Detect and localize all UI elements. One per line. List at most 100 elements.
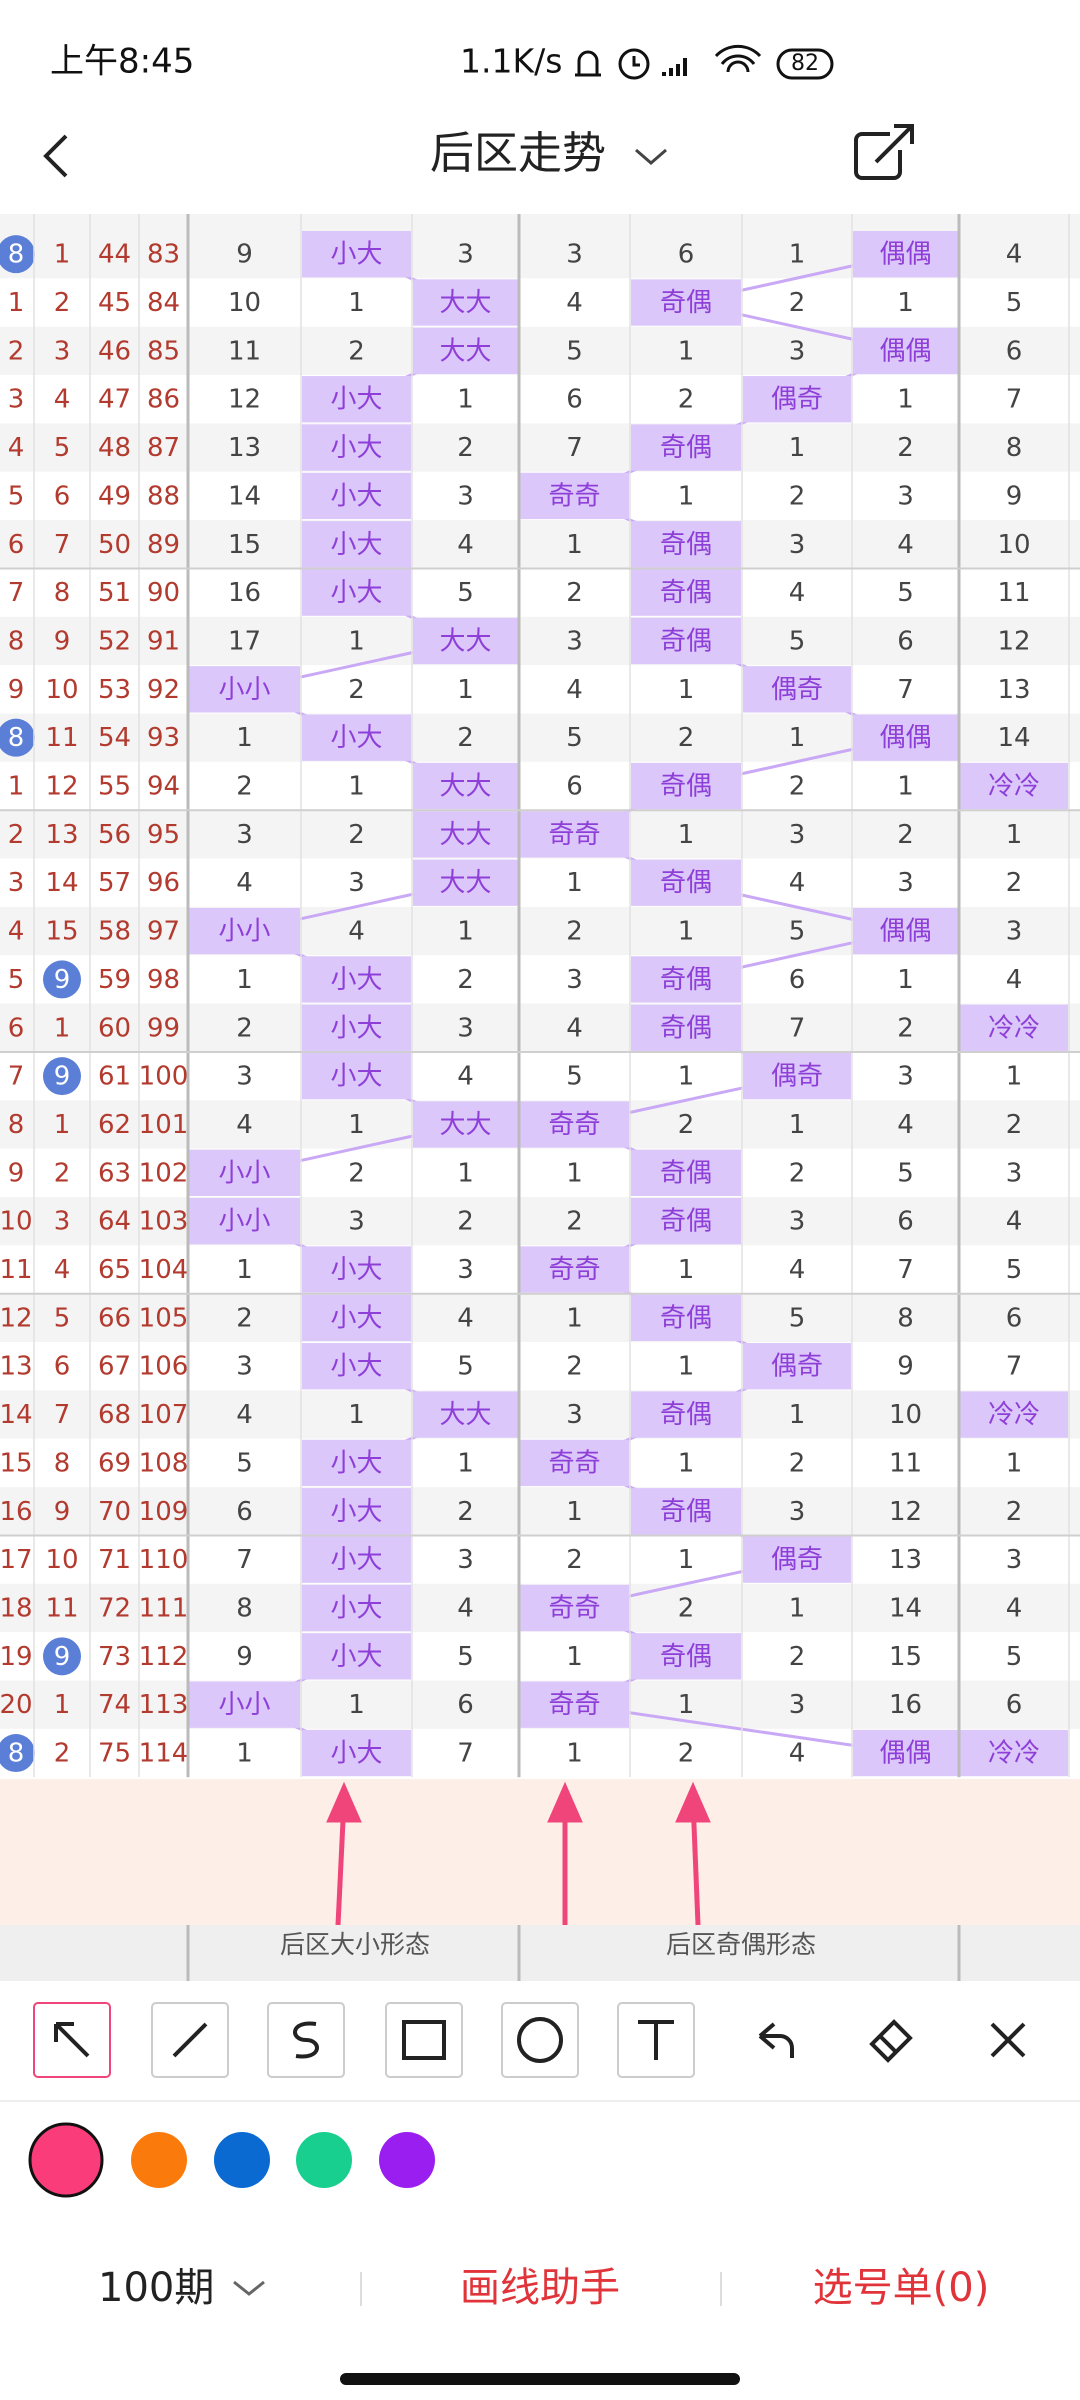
cell-text: 1: [54, 240, 71, 270]
cell-text: 2: [54, 1158, 71, 1188]
highlight-cell: [302, 1536, 411, 1583]
cell-text: 13: [889, 1545, 922, 1575]
highlight-cell: [631, 424, 741, 471]
cell-text: 51: [98, 578, 131, 608]
cell-text: 5: [789, 626, 806, 656]
cell-text: 2: [457, 433, 474, 463]
cell-text: 6: [678, 240, 695, 270]
tool-rect[interactable]: [385, 2002, 463, 2078]
cell-text: 71: [98, 1545, 131, 1575]
annotation-area: [0, 1779, 1080, 1925]
title-dropdown[interactable]: [635, 148, 667, 165]
cell-text: 113: [139, 1690, 189, 1720]
cell-text: 68: [98, 1400, 131, 1430]
cell-text: 2: [348, 820, 365, 850]
highlight-cell: [520, 811, 629, 858]
highlight-cell: [743, 376, 851, 423]
color-purple[interactable]: [379, 2132, 435, 2188]
tool-curve[interactable]: [267, 2002, 345, 2078]
cell-text: 3: [789, 530, 806, 560]
cell-text: 49: [98, 481, 131, 511]
cell-text: 62: [98, 1110, 131, 1140]
cell-text: 1: [566, 1303, 583, 1333]
ball-marker: [43, 1637, 81, 1676]
color-green[interactable]: [296, 2132, 352, 2188]
cell-text: 9: [8, 675, 25, 705]
cell-text: 48: [98, 433, 131, 463]
cell-text: 3: [457, 1255, 474, 1285]
cell-text: 大大: [439, 336, 491, 366]
row-bg: [0, 1148, 1080, 1197]
cell-text: 106: [139, 1352, 189, 1382]
cell-text: 5: [789, 1303, 806, 1333]
cell-text: 14: [0, 1400, 33, 1430]
cell-text: 1: [566, 868, 583, 898]
ball-marker: [0, 1734, 35, 1773]
cell-text: 17: [0, 1545, 33, 1575]
cell-text: 1: [678, 1352, 695, 1382]
period-selector[interactable]: 100期: [98, 2265, 214, 2311]
tool-close[interactable]: [990, 2022, 1026, 2058]
cell-text: 2: [457, 1497, 474, 1527]
cell-text: 7: [54, 1400, 71, 1430]
cell-text: 1: [348, 772, 365, 802]
cell-text: 小大: [330, 1303, 382, 1333]
cell-text: 105: [139, 1303, 189, 1333]
back-button[interactable]: [43, 134, 68, 178]
cell-text: 4: [457, 1303, 474, 1333]
highlight-cell: [413, 811, 518, 858]
cell-text: 84: [147, 288, 180, 318]
status-time: 上午8:45: [50, 42, 194, 82]
tool-undo[interactable]: [758, 2022, 794, 2058]
draw-helper-button[interactable]: 画线助手: [460, 2265, 620, 2311]
cell-text: 69: [98, 1448, 131, 1478]
cell-text: 5: [566, 336, 583, 366]
pick-list-button[interactable]: 选号单(0): [813, 2265, 990, 2311]
cell-text: 偶偶: [879, 1739, 931, 1769]
cell-text: 3: [457, 481, 474, 511]
cell-text: 2: [789, 481, 806, 511]
tool-circle[interactable]: [501, 2002, 579, 2078]
cell-text: 2: [457, 965, 474, 995]
cell-text: 大大: [439, 772, 491, 802]
page-title[interactable]: 后区走势: [430, 128, 606, 179]
cell-text: 1: [457, 675, 474, 705]
highlight-cell: [743, 1052, 851, 1100]
cell-text: 奇偶: [660, 868, 712, 898]
cell-text: 1: [457, 385, 474, 415]
cell-text: 13: [228, 433, 261, 463]
highlight-cell: [302, 1294, 411, 1342]
share-button[interactable]: [854, 124, 914, 180]
cell-text: 3: [1006, 1545, 1023, 1575]
tool-select[interactable]: [33, 2002, 111, 2078]
cell-text: 小大: [330, 965, 382, 995]
tool-text[interactable]: [617, 2002, 695, 2078]
cell-text: 94: [147, 772, 180, 802]
cell-text: 1: [789, 240, 806, 270]
cell-text: 3: [54, 336, 71, 366]
color-orange[interactable]: [131, 2132, 187, 2188]
cell-text: 9: [236, 1642, 253, 1672]
cell-text: 2: [566, 1352, 583, 1382]
highlight-cell: [413, 1391, 518, 1438]
cell-text: 奇偶: [660, 1303, 712, 1333]
color-pink[interactable]: [28, 2122, 104, 2198]
cell-text: 2: [236, 1303, 253, 1333]
color-blue[interactable]: [214, 2132, 270, 2188]
tool-line[interactable]: [151, 2002, 229, 2078]
cell-text: 1: [789, 723, 806, 753]
tool-curve-icon: [293, 2021, 319, 2059]
cell-text: 88: [147, 481, 180, 511]
cell-text: 67: [98, 1352, 131, 1382]
cell-text: 2: [236, 1013, 253, 1043]
cell-text: 14: [889, 1593, 922, 1623]
cell-text: 95: [147, 820, 180, 850]
cell-text: 偶偶: [879, 336, 931, 366]
annotation-arrows: [326, 1781, 711, 1926]
cell-text: 奇偶: [660, 1013, 712, 1043]
highlight-cell: [413, 279, 518, 326]
cell-text: 109: [139, 1497, 189, 1527]
tool-eraser[interactable]: [869, 2019, 913, 2063]
cell-text: 107: [139, 1400, 189, 1430]
cell-text: 9: [236, 240, 253, 270]
